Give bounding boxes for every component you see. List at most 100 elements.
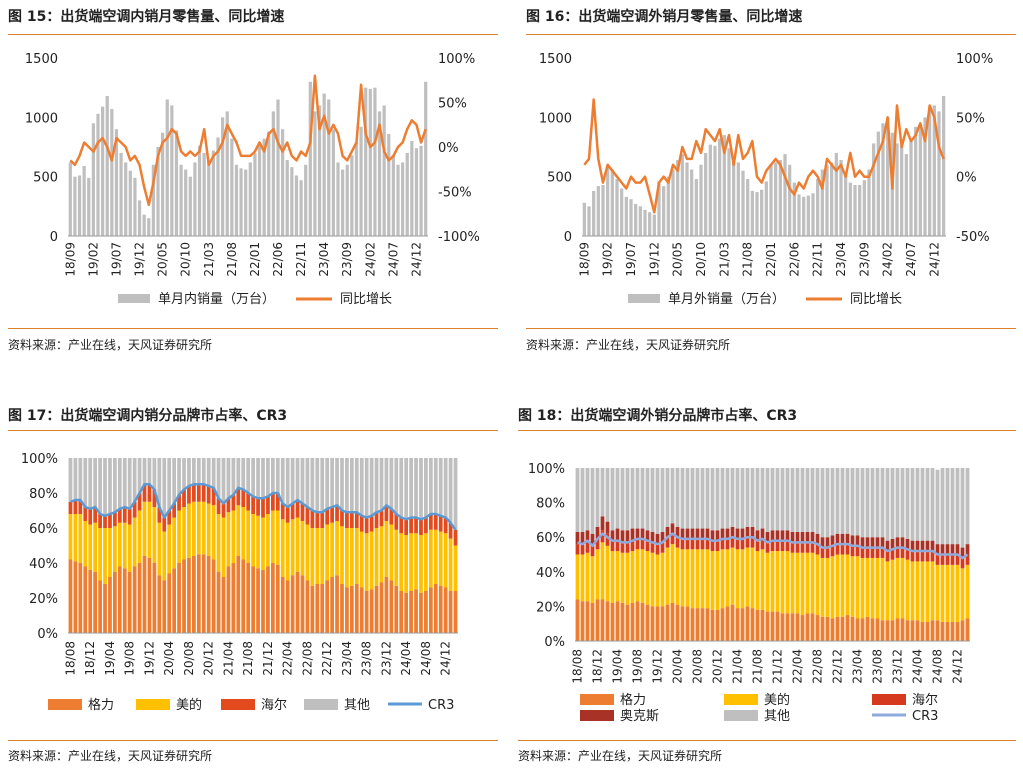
c17-legend-swatch-格力: [48, 699, 82, 710]
c17-seg-1-15: [142, 501, 147, 556]
c17-seg-0-43: [280, 577, 285, 633]
c17-xtick-8: 21/04: [221, 641, 235, 676]
c18-seg-3-17: [660, 532, 665, 543]
c18-seg-1-23: [690, 549, 695, 609]
chart-18-title: 图 18：出货端空调外销分品牌市占率、CR3: [518, 408, 798, 424]
c17-seg-0-39: [261, 570, 265, 633]
c18-seg-2-67: [910, 551, 915, 562]
c18-seg-3-32: [735, 528, 740, 539]
c18-seg-2-21: [680, 538, 685, 550]
c18-seg-2-30: [725, 538, 730, 550]
c16-xtick-12: 23/09: [857, 242, 871, 277]
c17-seg-3-45: [290, 458, 295, 504]
c18-seg-4-34: [745, 468, 750, 527]
c18-seg-4-9: [620, 468, 625, 531]
c17-seg-1-12: [127, 524, 132, 572]
c15-bar-0: [68, 162, 72, 236]
c15-bar-23: [174, 130, 179, 236]
c17-seg-1-19: [162, 531, 167, 581]
c17-seg-0-50: [315, 584, 320, 633]
c18-seg-0-52: [835, 616, 840, 641]
c15-bar-58: [336, 162, 340, 236]
c17-seg-3-42: [275, 458, 280, 493]
c17-seg-2-4: [88, 508, 93, 525]
c15-xtick-6: 21/03: [202, 242, 216, 277]
c17-seg-1-22: [177, 510, 181, 563]
c18-seg-3-47: [810, 532, 815, 543]
c15-bar-10: [114, 129, 119, 236]
c15-bar-32: [216, 137, 220, 236]
c16-bar-52: [825, 164, 829, 236]
c18-seg-2-71: [930, 551, 935, 562]
c15-bar-69: [387, 133, 391, 236]
c18-seg-1-52: [835, 554, 840, 617]
c18-seg-4-12: [635, 468, 640, 529]
c18-seg-4-53: [840, 468, 845, 534]
c16-xtick-1: 19/02: [601, 242, 615, 277]
c17-seg-1-28: [206, 503, 211, 556]
c18-legend-swatch-奥克斯: [580, 710, 614, 721]
c17-seg-1-18: [157, 522, 162, 576]
c17-seg-1-61: [369, 531, 374, 590]
c18-seg-3-20: [675, 526, 680, 538]
c17-seg-3-34: [236, 458, 241, 488]
c18-seg-3-72: [935, 544, 940, 555]
c18-seg-3-9: [620, 530, 625, 543]
c17-seg-0-27: [201, 554, 206, 633]
c17-seg-3-70: [414, 458, 418, 518]
c17-seg-1-55: [340, 526, 344, 584]
c18-seg-3-46: [805, 532, 810, 543]
c17-seg-0-10: [117, 566, 122, 633]
c18-seg-3-38: [765, 532, 770, 543]
c17-seg-2-64: [384, 505, 389, 521]
c18-seg-0-29: [720, 608, 725, 641]
c15-bar-53: [313, 111, 317, 236]
c15-xtick-12: 23/09: [340, 242, 354, 277]
c17-seg-3-56: [345, 458, 349, 513]
c17-xtick-0: 18/08: [63, 641, 77, 676]
c15-bar-63: [359, 126, 363, 236]
c18-seg-0-38: [765, 611, 770, 641]
chart-17-title-rule: [8, 430, 498, 431]
c18-seg-0-14: [645, 604, 650, 641]
c17-seg-3-3: [83, 458, 88, 507]
c18-seg-1-61: [880, 557, 885, 621]
c16-bar-12: [638, 206, 642, 236]
c18-seg-1-50: [825, 557, 830, 617]
c17-seg-3-59: [359, 458, 364, 516]
c18-seg-2-74: [945, 554, 950, 565]
c18-seg-1-54: [845, 554, 850, 616]
c16-xtick-6: 21/03: [717, 242, 731, 277]
c17-xtick-11: 22/04: [281, 641, 295, 676]
c15-bar-70: [391, 155, 395, 236]
c18-seg-2-48: [815, 544, 820, 555]
c17-seg-0-52: [325, 580, 330, 633]
chart-16-source: 资料来源：产业在线，天风证券研究所: [526, 338, 731, 352]
c18-seg-0-68: [915, 620, 920, 641]
c18-seg-1-25: [700, 549, 705, 609]
c18-legend-label-奥克斯: 奥克斯: [620, 709, 659, 724]
c15-bar-77: [424, 81, 428, 236]
c18-seg-1-12: [635, 549, 640, 602]
c15-bar-26: [188, 176, 192, 236]
c17-seg-2-67: [399, 517, 404, 534]
c17-seg-2-8: [108, 514, 112, 528]
c16-xtick-14: 24/07: [904, 242, 918, 277]
c18-seg-2-49: [820, 547, 825, 558]
c17-seg-3-37: [251, 458, 256, 497]
c17-seg-3-46: [295, 458, 300, 500]
c15-yright-tick-3: 50%: [438, 97, 467, 112]
c18-xtick-9: 21/08: [751, 649, 765, 684]
c16-bar-17: [662, 186, 666, 236]
c16-bar-41: [774, 162, 778, 236]
c17-xtick-18: 24/08: [419, 641, 433, 676]
c16-xtick-13: 24/02: [881, 242, 895, 277]
c18-xtick-10: 21/12: [771, 649, 785, 684]
c15-bar-62: [354, 142, 359, 236]
c18-seg-0-20: [675, 604, 680, 641]
c16-bar-21: [680, 154, 684, 236]
c18-seg-0-8: [615, 601, 620, 641]
c18-seg-3-22: [685, 528, 690, 539]
c17-seg-1-73: [428, 529, 433, 588]
c18-seg-0-78: [965, 618, 970, 641]
